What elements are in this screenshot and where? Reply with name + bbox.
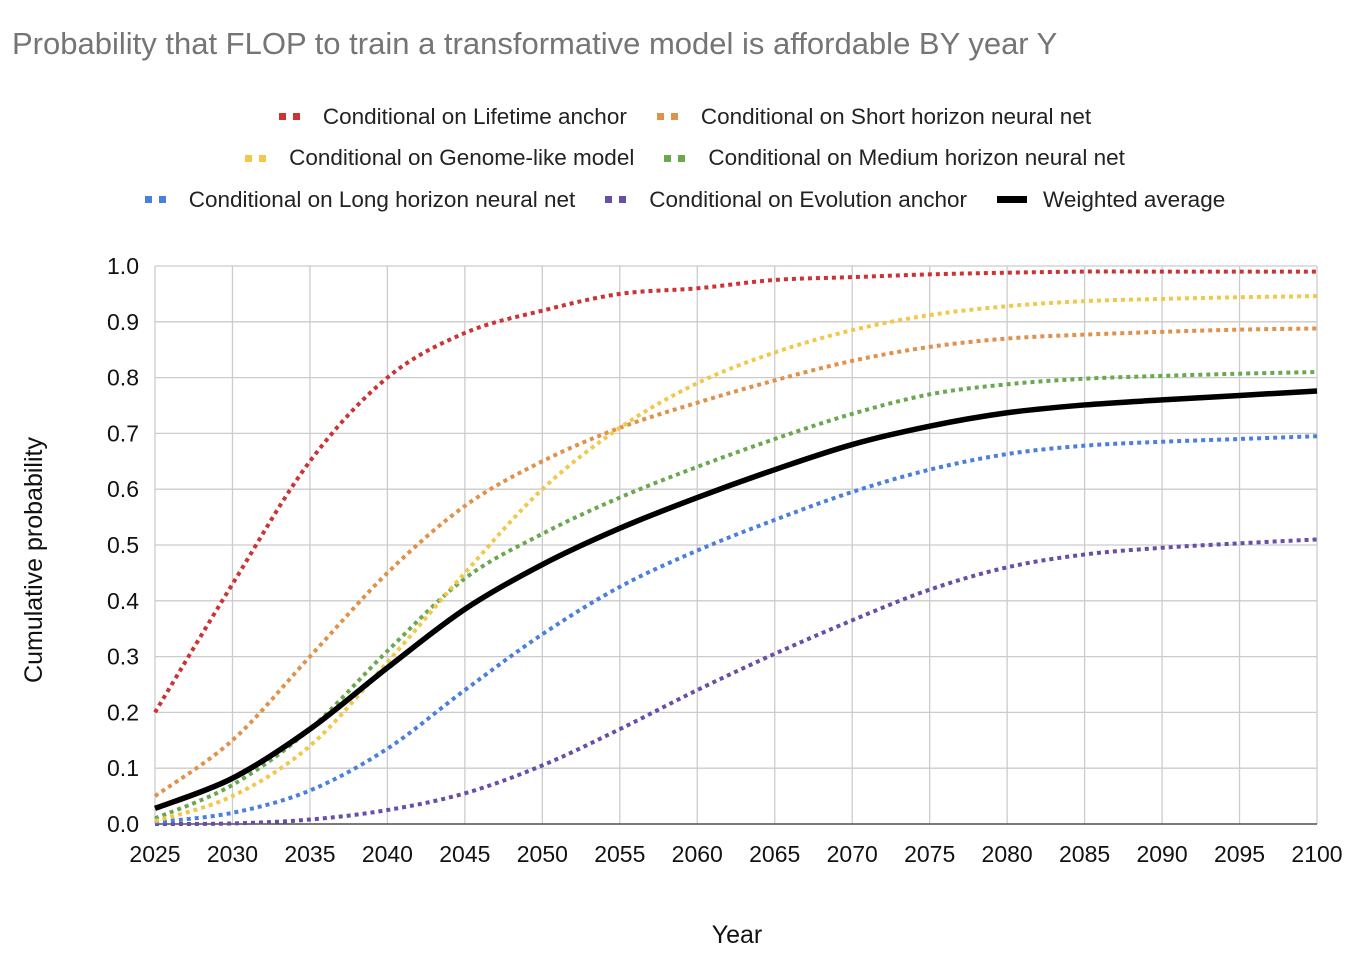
y-tick-label: 0.9 xyxy=(107,309,139,335)
legend-swatch-short-horizon xyxy=(656,113,685,121)
legend-row: Conditional on Genome-like model Conditi… xyxy=(0,138,1370,180)
x-tick-label: 2075 xyxy=(904,841,955,867)
series-lines xyxy=(153,269,1318,826)
legend-item-lifetime-anchor: Conditional on Lifetime anchor xyxy=(278,103,627,130)
legend-row: Conditional on Long horizon neural net C… xyxy=(0,179,1370,221)
series-line-conditional-on-evolution-anchor xyxy=(154,537,1318,826)
legend-swatch-lifetime-anchor xyxy=(278,113,307,121)
y-axis-title: Cumulative probability xyxy=(20,437,48,683)
legend-label-medium-horizon: Conditional on Medium horizon neural net xyxy=(708,145,1125,171)
legend-swatch-genome-like xyxy=(245,154,274,162)
x-tick-label: 2035 xyxy=(284,841,335,867)
legend-swatch-medium-horizon xyxy=(664,154,693,162)
legend-label-genome-like: Conditional on Genome-like model xyxy=(289,145,635,171)
y-tick-label: 0.2 xyxy=(107,699,139,725)
legend-label-evolution-anchor: Conditional on Evolution anchor xyxy=(649,186,968,212)
y-tick-label: 1.0 xyxy=(107,253,139,279)
x-tick-label: 2030 xyxy=(207,841,258,867)
grid xyxy=(154,265,1318,825)
series-line-conditional-on-medium-horizon-neural-net xyxy=(154,370,1318,821)
x-tick-label: 2025 xyxy=(129,841,180,867)
series-line-conditional-on-genome-like-model xyxy=(154,294,1318,824)
x-tick-label: 2055 xyxy=(594,841,645,867)
x-axis-title: Year xyxy=(712,921,763,949)
legend-item-long-horizon: Conditional on Long horizon neural net xyxy=(144,186,576,213)
y-tick-label: 0.5 xyxy=(107,532,139,558)
x-tick-label: 2040 xyxy=(362,841,413,867)
x-tick-label: 2080 xyxy=(982,841,1033,867)
legend-item-weighted-average: Weighted average xyxy=(997,187,1225,213)
x-tick-label: 2100 xyxy=(1291,841,1342,867)
legend-label-short-horizon: Conditional on Short horizon neural net xyxy=(700,103,1092,129)
legend-item-evolution-anchor: Conditional on Evolution anchor xyxy=(605,187,967,213)
legend-swatch-weighted-average xyxy=(997,196,1028,204)
x-tick-label: 2070 xyxy=(827,841,878,867)
legend-item-short-horizon: Conditional on Short horizon neural net xyxy=(656,103,1092,130)
axis-ticks: 2025 2030 2035 2040 2045 2050 2055 2060 2065 2070… xyxy=(107,253,1343,867)
series-line-conditional-on-short-horizon-neural-net xyxy=(153,326,1318,798)
x-tick-label: 2065 xyxy=(749,841,800,867)
y-tick-label: 0.0 xyxy=(107,811,139,837)
legend-label-long-horizon: Conditional on Long horizon neural net xyxy=(188,186,576,212)
series-line-conditional-on-long-horizon-neural-net xyxy=(154,434,1318,825)
y-tick-label: 0.6 xyxy=(107,476,139,502)
y-tick-label: 0.1 xyxy=(107,755,139,781)
y-tick-label: 0.3 xyxy=(107,644,139,670)
series-line-weighted-average xyxy=(154,388,1318,811)
legend-item-genome-like: Conditional on Genome-like model xyxy=(245,145,634,171)
legend: Conditional on Lifetime anchor Condition… xyxy=(0,96,1370,221)
series-line-conditional-on-lifetime-anchor xyxy=(153,269,1317,714)
legend-swatch-long-horizon xyxy=(144,196,173,204)
legend-item-medium-horizon: Conditional on Medium horizon neural net xyxy=(664,145,1125,171)
legend-label-weighted-average: Weighted average xyxy=(1043,186,1226,212)
y-tick-label: 0.7 xyxy=(107,420,139,446)
x-tick-label: 2085 xyxy=(1059,841,1110,867)
legend-swatch-evolution-anchor xyxy=(605,196,634,204)
x-tick-label: 2095 xyxy=(1214,841,1265,867)
x-tick-label: 2050 xyxy=(517,841,568,867)
chart-title: Probability that FLOP to train a transfo… xyxy=(12,26,1058,61)
y-tick-label: 0.8 xyxy=(107,365,139,391)
y-tick-label: 0.4 xyxy=(107,588,139,614)
x-tick-label: 2090 xyxy=(1136,841,1187,867)
legend-row: Conditional on Lifetime anchor Condition… xyxy=(0,96,1370,138)
x-tick-label: 2045 xyxy=(439,841,490,867)
legend-label-lifetime-anchor: Conditional on Lifetime anchor xyxy=(322,103,627,129)
x-tick-label: 2060 xyxy=(672,841,723,867)
